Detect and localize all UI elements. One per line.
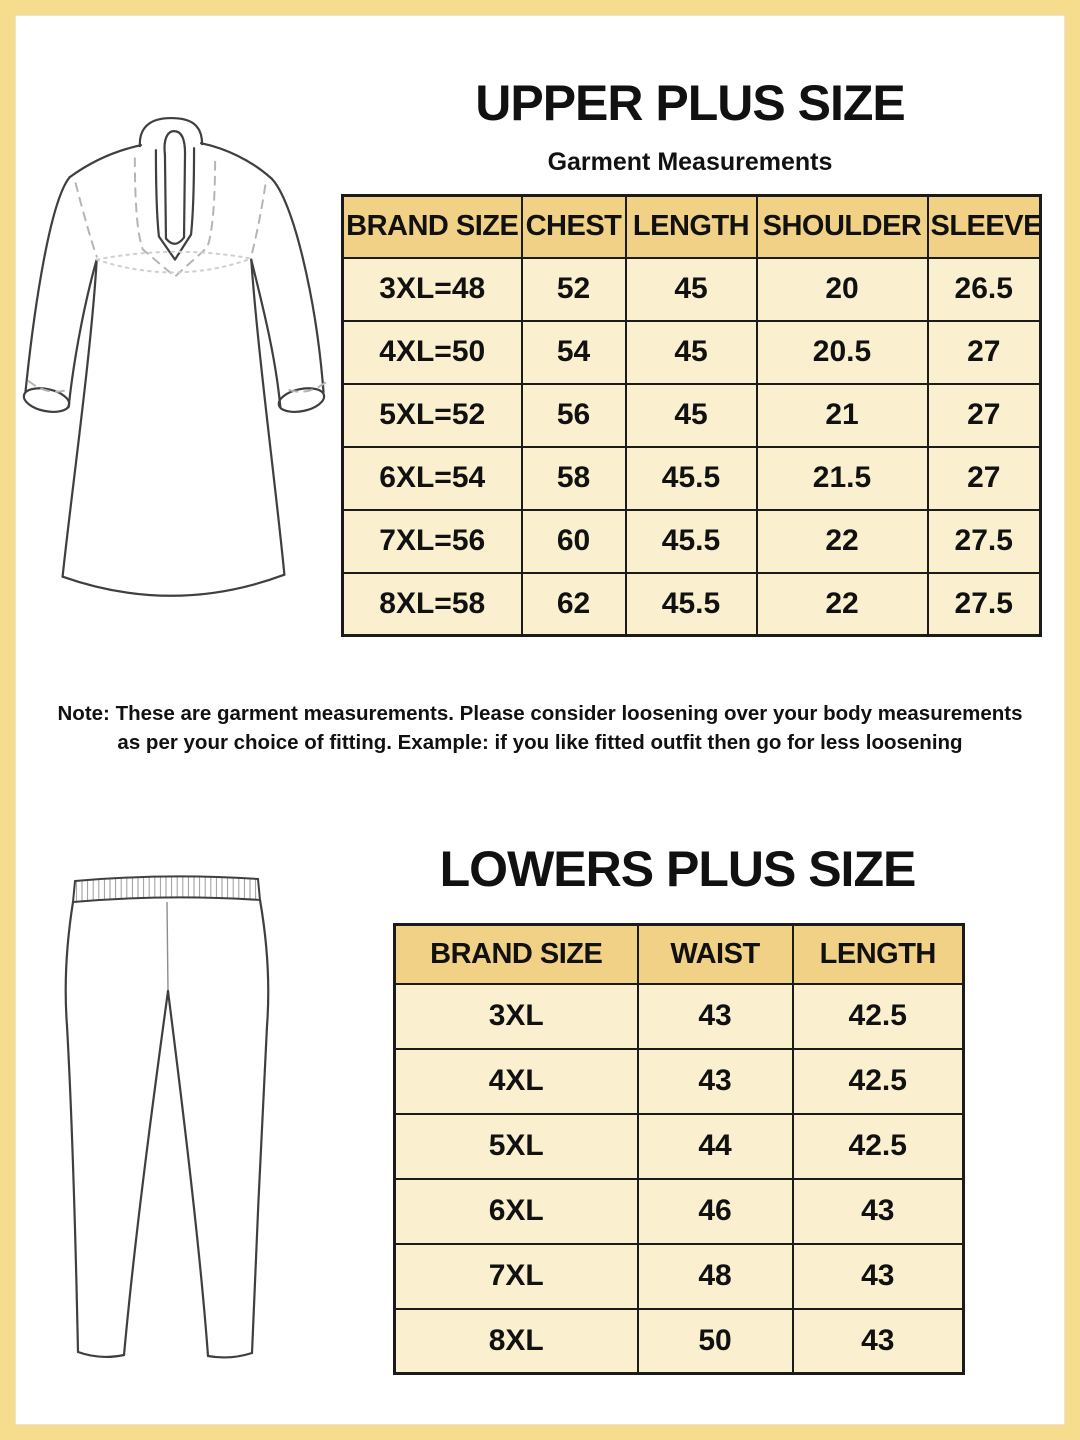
table-row: 6XL=54 58 45.5 21.5 27 bbox=[341, 445, 1042, 511]
column-header: LENGTH bbox=[791, 923, 965, 985]
table-cell: 6XL bbox=[393, 1177, 639, 1245]
table-cell: 5XL bbox=[393, 1112, 639, 1180]
table-cell: 58 bbox=[520, 445, 627, 511]
table-cell: 50 bbox=[636, 1307, 794, 1375]
table-cell: 43 bbox=[636, 1047, 794, 1115]
table-cell: 7XL bbox=[393, 1242, 639, 1310]
table-cell: 20.5 bbox=[755, 319, 929, 385]
measurement-note: Note: These are garment measurements. Pl… bbox=[50, 699, 1030, 757]
table-cell: 60 bbox=[520, 508, 627, 574]
table-cell: 27 bbox=[926, 319, 1042, 385]
table-cell: 4XL bbox=[393, 1047, 639, 1115]
table-cell: 27.5 bbox=[926, 571, 1042, 637]
table-cell: 44 bbox=[636, 1112, 794, 1180]
column-header: CHEST bbox=[520, 194, 627, 259]
table-cell: 20 bbox=[755, 256, 929, 322]
table-cell: 42.5 bbox=[791, 1047, 965, 1115]
pants-illustration bbox=[40, 853, 370, 1395]
table-cell: 62 bbox=[520, 571, 627, 637]
table-cell: 45.5 bbox=[624, 445, 758, 511]
table-cell: 22 bbox=[755, 571, 929, 637]
table-cell: 6XL=54 bbox=[341, 445, 523, 511]
table-cell: 45.5 bbox=[624, 508, 758, 574]
kurta-illustration bbox=[12, 98, 344, 660]
column-header: SLEEVE bbox=[926, 194, 1042, 259]
table-cell: 21.5 bbox=[755, 445, 929, 511]
upper-section-subtitle: Garment Measurements bbox=[547, 148, 833, 176]
upper-section-title: UPPER PLUS SIZE bbox=[475, 75, 906, 131]
table-row: 7XL 48 43 bbox=[393, 1242, 965, 1310]
table-cell: 45.5 bbox=[624, 571, 758, 637]
table-cell: 42.5 bbox=[791, 982, 965, 1050]
table-cell: 21 bbox=[755, 382, 929, 448]
table-row: 4XL 43 42.5 bbox=[393, 1047, 965, 1115]
table-cell: 45 bbox=[624, 319, 758, 385]
lowers-section-title: LOWERS PLUS SIZE bbox=[439, 841, 917, 897]
table-cell: 43 bbox=[791, 1242, 965, 1310]
table-cell: 45 bbox=[624, 382, 758, 448]
table-cell: 7XL=56 bbox=[341, 508, 523, 574]
note-line-1: Note: These are garment measurements. Pl… bbox=[57, 702, 1023, 725]
table-cell: 52 bbox=[520, 256, 627, 322]
table-row: 8XL 50 43 bbox=[393, 1307, 965, 1375]
table-cell: 54 bbox=[520, 319, 627, 385]
lowers-size-table: BRAND SIZE WAIST LENGTH 3XL 43 42.5 4XL … bbox=[393, 923, 965, 1375]
table-cell: 27 bbox=[926, 382, 1042, 448]
table-row: 7XL=56 60 45.5 22 27.5 bbox=[341, 508, 1042, 574]
header-row: BRAND SIZE CHEST LENGTH SHOULDER SLEEVE bbox=[341, 194, 1042, 259]
table-cell: 3XL=48 bbox=[341, 256, 523, 322]
table-cell: 43 bbox=[791, 1307, 965, 1375]
column-header: BRAND SIZE bbox=[341, 194, 523, 259]
header-row: BRAND SIZE WAIST LENGTH bbox=[393, 923, 965, 985]
table-row: 8XL=58 62 45.5 22 27.5 bbox=[341, 571, 1042, 637]
upper-size-table: BRAND SIZE CHEST LENGTH SHOULDER SLEEVE … bbox=[341, 194, 1042, 637]
table-cell: 42.5 bbox=[791, 1112, 965, 1180]
table-cell: 8XL bbox=[393, 1307, 639, 1375]
table-row: 3XL 43 42.5 bbox=[393, 982, 965, 1050]
table-row: 5XL 44 42.5 bbox=[393, 1112, 965, 1180]
table-cell: 43 bbox=[791, 1177, 965, 1245]
table-cell: 8XL=58 bbox=[341, 571, 523, 637]
table-cell: 5XL=52 bbox=[341, 382, 523, 448]
table-row: 4XL=50 54 45 20.5 27 bbox=[341, 319, 1042, 385]
table-row: 5XL=52 56 45 21 27 bbox=[341, 382, 1042, 448]
table-cell: 27 bbox=[926, 445, 1042, 511]
table-cell: 27.5 bbox=[926, 508, 1042, 574]
table-cell: 43 bbox=[636, 982, 794, 1050]
column-header: BRAND SIZE bbox=[393, 923, 639, 985]
table-cell: 4XL=50 bbox=[341, 319, 523, 385]
column-header: WAIST bbox=[636, 923, 794, 985]
table-cell: 46 bbox=[636, 1177, 794, 1245]
table-cell: 22 bbox=[755, 508, 929, 574]
note-line-2: as per your choice of fitting. Example: … bbox=[117, 731, 963, 754]
table-cell: 3XL bbox=[393, 982, 639, 1050]
table-cell: 48 bbox=[636, 1242, 794, 1310]
table-row: 6XL 46 43 bbox=[393, 1177, 965, 1245]
column-header: SHOULDER bbox=[755, 194, 929, 259]
table-cell: 45 bbox=[624, 256, 758, 322]
kurta-line-drawing bbox=[22, 116, 329, 597]
pants-line-drawing bbox=[64, 875, 270, 1359]
table-row: 3XL=48 52 45 20 26.5 bbox=[341, 256, 1042, 322]
table-cell: 26.5 bbox=[926, 256, 1042, 322]
table-cell: 56 bbox=[520, 382, 627, 448]
column-header: LENGTH bbox=[624, 194, 758, 259]
